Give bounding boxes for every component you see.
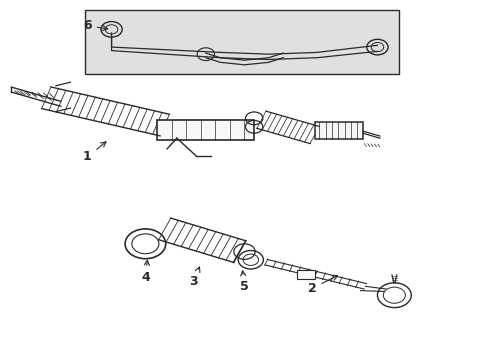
FancyBboxPatch shape: [297, 270, 314, 279]
Text: 1: 1: [83, 142, 106, 163]
Text: 5: 5: [240, 271, 248, 293]
Text: 3: 3: [189, 267, 200, 288]
FancyBboxPatch shape: [157, 121, 254, 140]
Text: 4: 4: [141, 260, 149, 284]
FancyBboxPatch shape: [314, 122, 362, 139]
Text: 2: 2: [307, 276, 337, 294]
Text: 6: 6: [83, 19, 107, 32]
Bar: [85, 10, 398, 74]
